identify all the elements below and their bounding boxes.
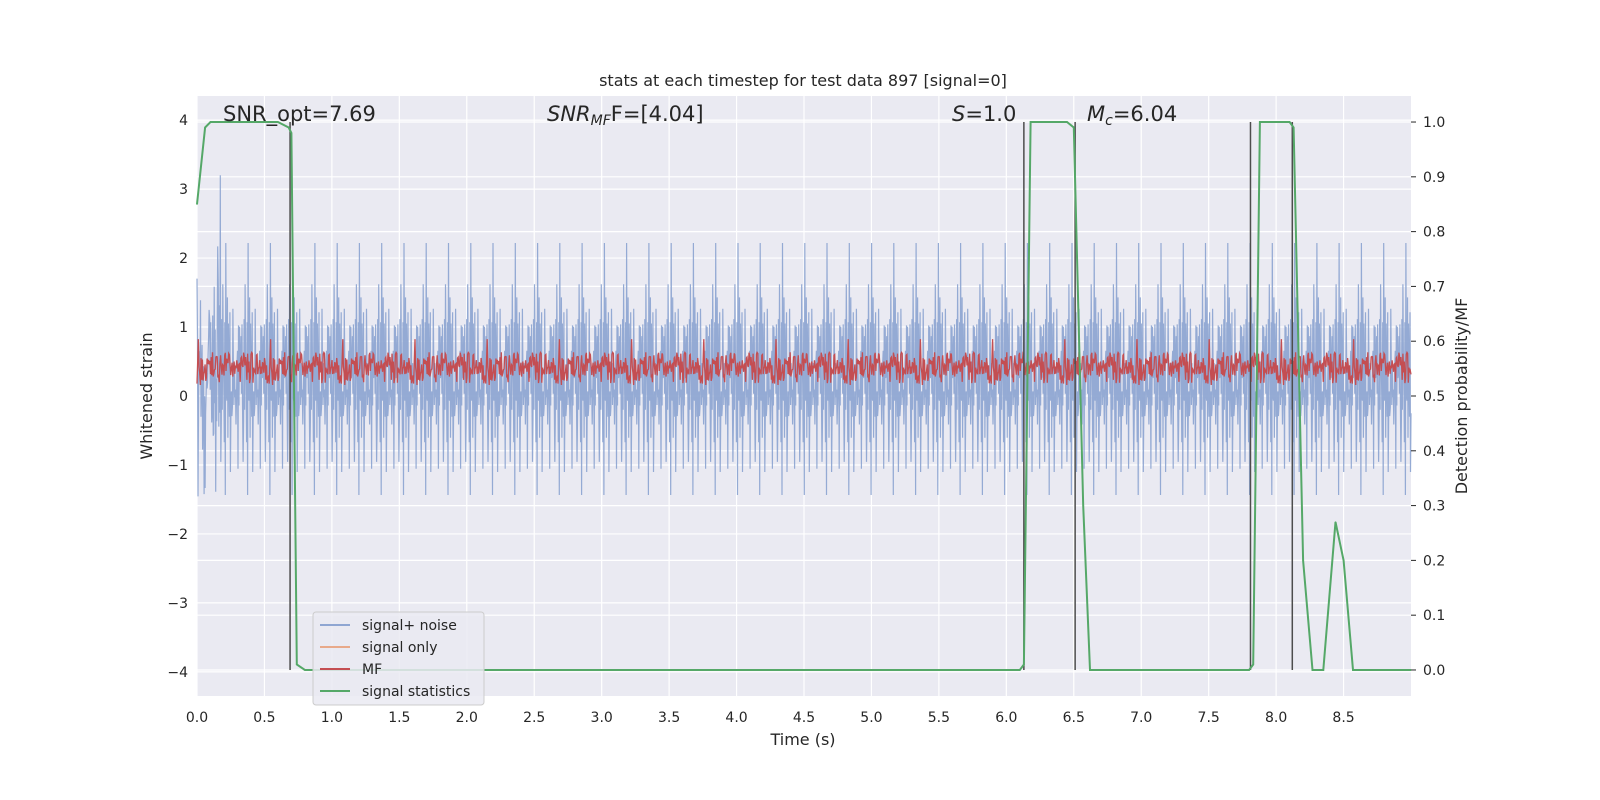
snr-mf-annotation: SNRMFF=[4.04] [547, 102, 704, 129]
signal-statistics-point [288, 126, 290, 129]
series-mf [196, 339, 1412, 386]
y2-tick-label: 0.3 [1423, 499, 1445, 515]
signal-statistics-point [1019, 669, 1021, 671]
snr-opt-annotation: SNR_opt=7.69 [223, 102, 376, 127]
y2-tick-label: 0.4 [1423, 444, 1445, 460]
signal-statistics-point [277, 121, 279, 123]
x-tick-label: 6.5 [1063, 710, 1085, 726]
legend-label-mf: MF [362, 662, 382, 678]
y2-tick-labels: 1.0 0.9 0.8 0.7 0.6 0.5 0.4 0.3 0.2 0.1 0.0 [1411, 115, 1445, 679]
y2-tick-label: 0.6 [1423, 334, 1445, 350]
x-tick-label: 1.5 [388, 710, 410, 726]
y2-tick-label: 0.8 [1423, 225, 1445, 241]
signal-statistics-point [1293, 126, 1295, 129]
y-tick-label: −3 [167, 596, 188, 612]
y-tick-label: 0 [179, 389, 188, 405]
signal-statistics-point [304, 669, 306, 671]
chart-title: stats at each timestep for test data 897… [599, 71, 1007, 90]
noise-line [196, 175, 1412, 497]
legend-label-noise: signal+ noise [362, 618, 457, 634]
signal-statistics-point [1030, 121, 1032, 123]
s-annotation: S=1.0 [952, 102, 1016, 126]
legend-label-stats: signal statistics [362, 684, 470, 700]
x-tick-label: 8.5 [1332, 710, 1354, 726]
x-tick-label: 2.0 [456, 710, 478, 726]
signal-statistics-point [1311, 669, 1314, 671]
x-tick-label: 0.5 [253, 710, 275, 726]
x-tick-label: 8.0 [1265, 710, 1287, 726]
signal-statistics-point [1322, 669, 1324, 671]
x-tick-label: 4.5 [793, 710, 815, 726]
x-tick-label: 4.0 [725, 710, 747, 726]
legend-label-signal-only: signal only [362, 640, 437, 656]
y2-tick-label: 0.2 [1423, 553, 1445, 569]
x-tick-label: 5.5 [928, 710, 950, 726]
signal-statistics-point [1352, 669, 1354, 671]
x-tick-label: 3.0 [591, 710, 613, 726]
signal-statistics-point [1023, 663, 1025, 666]
signal-statistics-point [296, 663, 298, 666]
x-tick-label: 1.0 [321, 710, 343, 726]
x-tick-label: 5.0 [860, 710, 882, 726]
signal-statistics-point [204, 126, 206, 129]
y2-tick-label: 0.1 [1423, 608, 1445, 624]
x-tick-label: 0.0 [186, 710, 208, 726]
signal-statistics-point [209, 121, 212, 123]
signal-statistics-point [196, 203, 198, 205]
x-axis-label: Time (s) [769, 730, 835, 749]
y-tick-label: 4 [179, 113, 188, 129]
x-tick-label: 6.0 [995, 710, 1017, 726]
y2-tick-label: 0.0 [1423, 663, 1445, 679]
y-tick-label: −4 [167, 665, 188, 681]
legend-box [312, 611, 485, 706]
y-tick-labels: 4 3 2 1 0 −1 −2 −3 −4 [167, 113, 188, 681]
mc-annotation: Mc=6.04 [1087, 102, 1177, 129]
y-tick-label: 1 [179, 320, 188, 336]
y-tick-label: −2 [167, 527, 188, 543]
signal-statistics-point [1334, 521, 1337, 523]
y-axis-label: Whitened strain [137, 332, 156, 459]
signal-statistics-point [1073, 126, 1075, 129]
x-tick-label: 7.5 [1198, 710, 1220, 726]
x-tick-label: 3.5 [658, 710, 680, 726]
y2-tick-label: 0.9 [1423, 170, 1445, 186]
signal-statistics-point [1302, 559, 1304, 561]
y-tick-label: 2 [179, 251, 188, 267]
y-tick-label: −1 [167, 458, 188, 474]
x-tick-labels: 0.0 0.5 1.0 1.5 2.0 2.5 3.0 3.5 4.0 4.5 5.0 5.5 6.0 6… [186, 710, 1355, 726]
signal-statistics-point [1259, 121, 1261, 123]
series-signal-noise [196, 175, 1412, 497]
y2-tick-label: 0.5 [1423, 389, 1445, 405]
signal-statistics-point [1289, 121, 1291, 123]
mf-line [196, 339, 1412, 386]
y2-tick-label: 1.0 [1423, 115, 1445, 131]
y-tick-label: 3 [179, 182, 188, 198]
signal-statistics-point [1342, 559, 1345, 561]
signal-statistics-point [1066, 121, 1068, 123]
signal-statistics-point [290, 132, 293, 134]
signal-statistics-point [1248, 669, 1250, 671]
signal-statistics-point [1082, 504, 1084, 507]
legend: signal+ noise signal only MF signal stat… [312, 611, 485, 706]
x-tick-label: 7.0 [1130, 710, 1152, 726]
y2-axis-label: Detection probability/MF [1452, 298, 1471, 495]
signal-statistics-line [196, 121, 1411, 671]
signal-statistics-point [1252, 663, 1254, 666]
x-tick-label: 2.5 [523, 710, 545, 726]
y2-tick-label: 0.7 [1423, 279, 1445, 295]
signal-statistics-point [1089, 669, 1091, 671]
